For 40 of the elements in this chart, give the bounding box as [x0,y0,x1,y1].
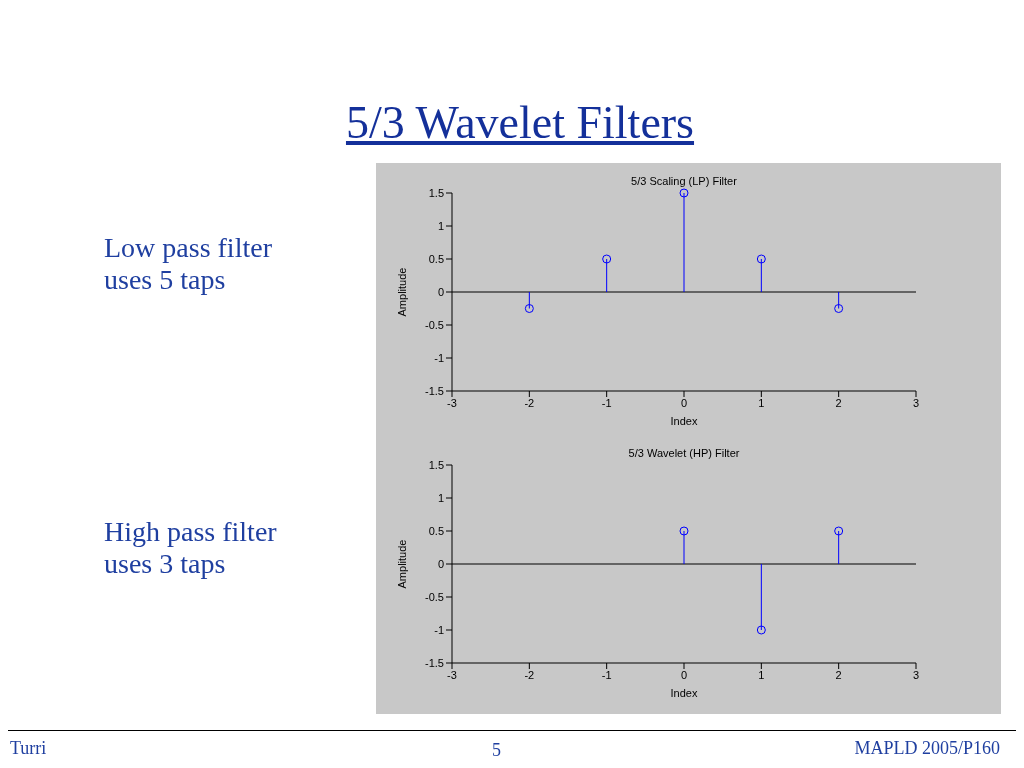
y-tick-label: 0 [437,285,444,298]
y-tick-label: 0 [437,557,444,570]
x-tick-label: 0 [680,668,688,681]
x-tick-label: -3 [447,668,457,681]
y-tick-label: 1 [437,219,444,232]
text: Turri [10,738,47,759]
y-tick-label: -0.5 [425,590,444,603]
y-tick-label: -1 [434,623,444,636]
text: MAPLD 2005/P160 [854,738,1000,759]
x-tick-label: 2 [835,668,842,681]
y-axis-title: Amplitude [395,267,408,317]
x-axis-title: Index [670,687,698,699]
y-tick-label: -1 [434,351,444,364]
x-tick-label: 3 [912,396,920,409]
chart-title: 5/3 Wavelet (HP) Filter [627,447,741,459]
y-tick-label: 1.5 [428,458,444,471]
x-tick-label: 2 [835,396,842,409]
x-tick-label: -1 [601,396,612,409]
y-tick-label: 0.5 [428,252,444,265]
x-tick-label: 1 [758,668,765,681]
y-tick-label: -1.5 [425,384,444,397]
x-tick-label: -3 [447,396,457,409]
y-tick-label: -1.5 [425,656,444,669]
y-tick-label: -0.5 [425,318,444,331]
x-tick-label: 1 [758,396,765,409]
y-tick-label: 1 [437,491,444,504]
chart-title: 5/3 Scaling (LP) Filter [630,175,738,187]
x-tick-label: -2 [524,668,535,681]
x-tick-label: 0 [680,396,688,409]
x-tick-label: -2 [524,396,535,409]
text: Low pass filter uses 5 taps [104,232,273,296]
text: 5/3 Wavelet Filters [344,96,696,149]
y-tick-label: 1.5 [428,186,444,199]
y-axis-title: Amplitude [395,539,408,589]
text: High pass filter uses 3 taps [104,516,278,580]
text: 5 [492,740,501,761]
x-tick-label: 3 [912,668,920,681]
x-tick-label: -1 [601,668,612,681]
x-axis-title: Index [670,415,698,427]
y-tick-label: 0.5 [428,524,444,537]
